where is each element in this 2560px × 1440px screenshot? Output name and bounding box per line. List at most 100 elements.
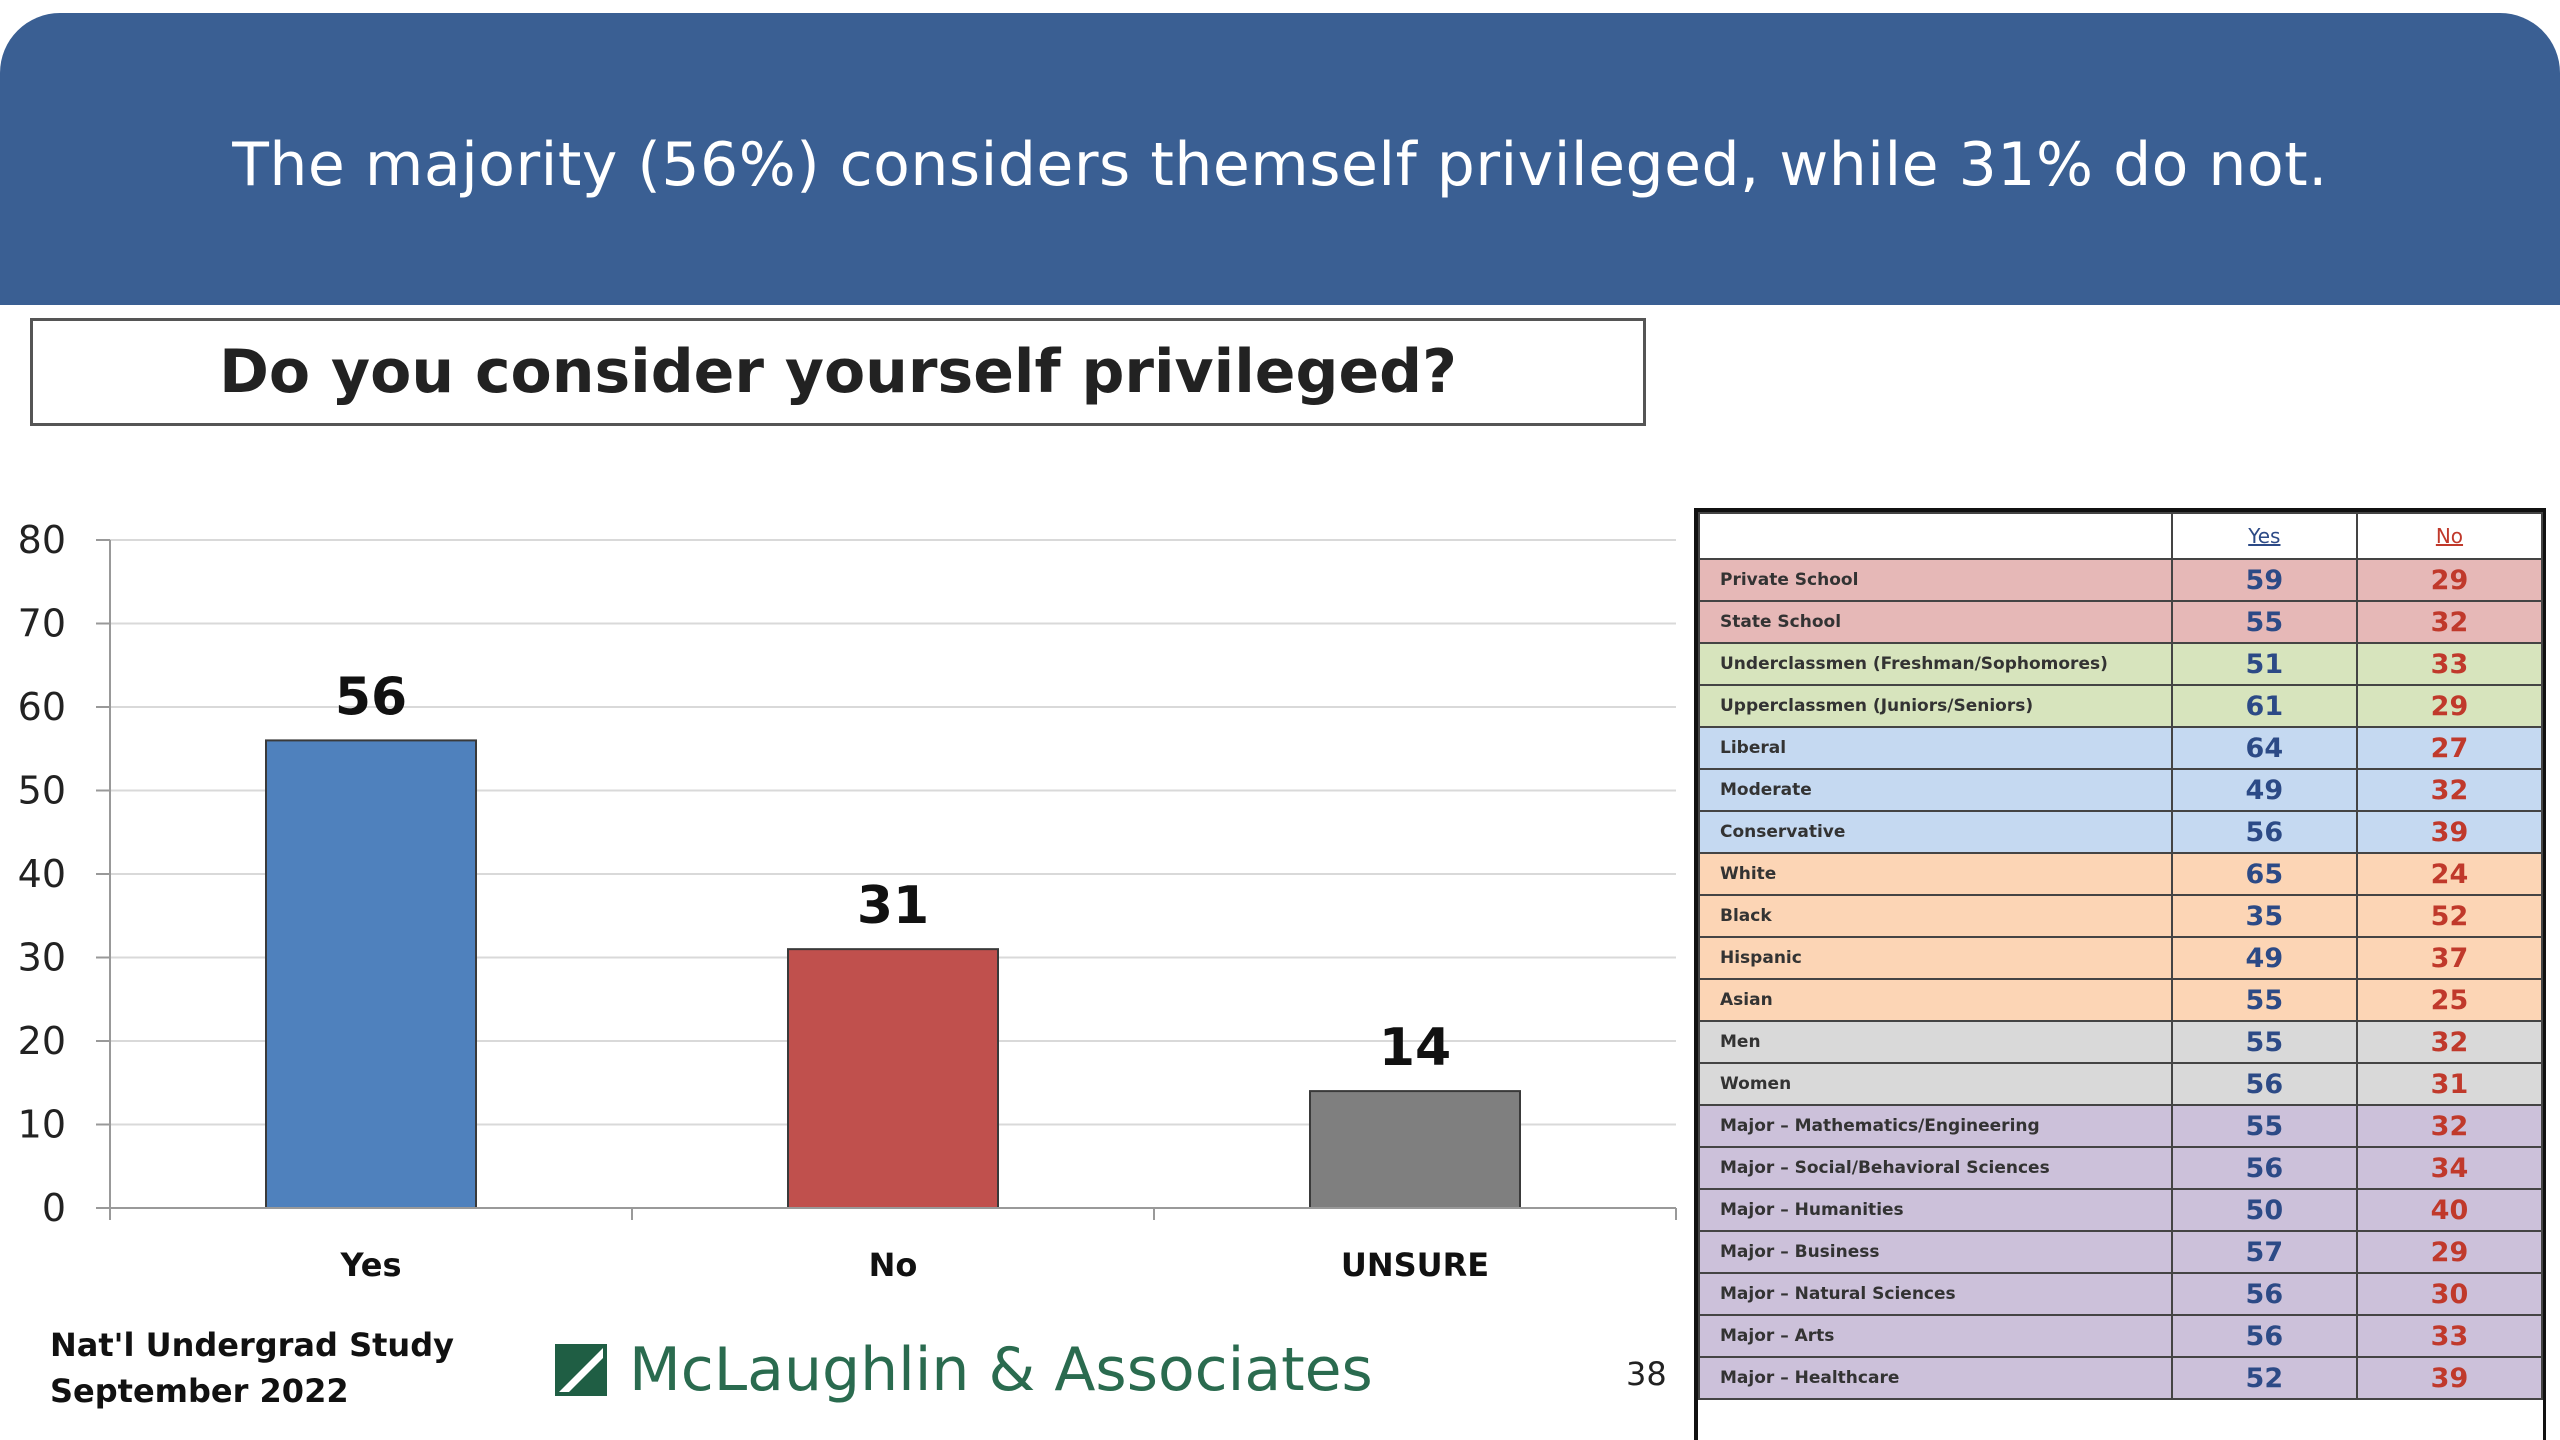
row-label: Major – Business xyxy=(1698,1230,2173,1274)
table-row: Major – Mathematics/Engineering 55 32 xyxy=(1698,1104,2543,1148)
table-row: Moderate 49 32 xyxy=(1698,768,2543,812)
bar-yes xyxy=(265,739,477,1209)
row-yes-value: 64 xyxy=(2170,726,2358,770)
row-yes-value: 61 xyxy=(2170,684,2358,728)
table-row: Asian 55 25 xyxy=(1698,978,2543,1022)
table-row: State School 55 32 xyxy=(1698,600,2543,644)
row-yes-value: 51 xyxy=(2170,642,2358,686)
row-no-value: 29 xyxy=(2355,684,2543,728)
table-header-row: Yes No xyxy=(1698,512,2543,560)
row-label: Major – Natural Sciences xyxy=(1698,1272,2173,1316)
row-no-value: 32 xyxy=(2355,1104,2543,1148)
y-tick-label: 0 xyxy=(42,1186,66,1230)
row-label: Upperclassmen (Juniors/Seniors) xyxy=(1698,684,2173,728)
row-label: Major – Humanities xyxy=(1698,1188,2173,1232)
logo-mark-icon xyxy=(555,1344,607,1396)
y-tick-label: 70 xyxy=(18,602,66,646)
banner-title: The majority (56%) considers themself pr… xyxy=(232,130,2328,200)
table-row: Major – Humanities 50 40 xyxy=(1698,1188,2543,1232)
row-yes-value: 56 xyxy=(2170,810,2358,854)
row-no-value: 34 xyxy=(2355,1146,2543,1190)
study-name: Nat'l Undergrad Study xyxy=(50,1326,454,1364)
row-yes-value: 55 xyxy=(2170,978,2358,1022)
row-label: Liberal xyxy=(1698,726,2173,770)
x-category-label: UNSURE xyxy=(1341,1246,1489,1284)
row-no-value: 27 xyxy=(2355,726,2543,770)
bar-chart: 0 10 20 30 40 50 60 70 80 56 31 14 Yes No UNSURE xyxy=(18,518,1677,1284)
table-row: Black 35 52 xyxy=(1698,894,2543,938)
y-tick-label: 30 xyxy=(18,936,66,980)
title-banner: The majority (56%) considers themself pr… xyxy=(0,13,2560,305)
row-yes-value: 56 xyxy=(2170,1272,2358,1316)
row-label: Hispanic xyxy=(1698,936,2173,980)
y-tick-label: 80 xyxy=(18,518,66,562)
row-no-value: 39 xyxy=(2355,810,2543,854)
row-yes-value: 57 xyxy=(2170,1230,2358,1274)
x-category-label: Yes xyxy=(340,1246,402,1284)
x-axis: Yes No UNSURE xyxy=(109,1207,1677,1284)
row-label: Black xyxy=(1698,894,2173,938)
row-no-value: 25 xyxy=(2355,978,2543,1022)
row-yes-value: 50 xyxy=(2170,1188,2358,1232)
row-label: Women xyxy=(1698,1062,2173,1106)
row-no-value: 29 xyxy=(2355,1230,2543,1274)
table-row: Conservative 56 39 xyxy=(1698,810,2543,854)
row-no-value: 37 xyxy=(2355,936,2543,980)
row-label: Underclassmen (Freshman/Sophomores) xyxy=(1698,642,2173,686)
row-yes-value: 49 xyxy=(2170,936,2358,980)
header-blank-cell xyxy=(1698,512,2173,560)
chart-bars: 56 31 14 xyxy=(265,667,1521,1209)
row-label: Major – Social/Behavioral Sciences xyxy=(1698,1146,2173,1190)
row-yes-value: 55 xyxy=(2170,600,2358,644)
row-yes-value: 52 xyxy=(2170,1356,2358,1400)
row-yes-value: 55 xyxy=(2170,1104,2358,1148)
row-yes-value: 35 xyxy=(2170,894,2358,938)
table-row: Men 55 32 xyxy=(1698,1020,2543,1064)
table-row: Major – Natural Sciences 56 30 xyxy=(1698,1272,2543,1316)
question-box: Do you consider yourself privileged? xyxy=(30,318,1646,426)
row-label: Major – Mathematics/Engineering xyxy=(1698,1104,2173,1148)
table-row: Underclassmen (Freshman/Sophomores) 51 33 xyxy=(1698,642,2543,686)
row-no-value: 39 xyxy=(2355,1356,2543,1400)
row-no-value: 24 xyxy=(2355,852,2543,896)
row-label: Major – Healthcare xyxy=(1698,1356,2173,1400)
row-no-value: 29 xyxy=(2355,558,2543,602)
row-yes-value: 59 xyxy=(2170,558,2358,602)
table-row: Major – Healthcare 52 39 xyxy=(1698,1356,2543,1400)
row-label: Major – Arts xyxy=(1698,1314,2173,1358)
row-yes-value: 55 xyxy=(2170,1020,2358,1064)
crosstab-grid: Yes No Private School 59 29 State School 55 3… xyxy=(1698,512,2543,1400)
table-row: Major – Social/Behavioral Sciences 56 34 xyxy=(1698,1146,2543,1190)
row-label: State School xyxy=(1698,600,2173,644)
table-row: Women 56 31 xyxy=(1698,1062,2543,1106)
bar-value-label: 56 xyxy=(335,667,407,727)
bar-value-label: 31 xyxy=(857,876,929,936)
bar-no xyxy=(787,948,999,1209)
row-yes-value: 56 xyxy=(2170,1314,2358,1358)
row-no-value: 33 xyxy=(2355,642,2543,686)
bar-unsure xyxy=(1309,1090,1521,1209)
row-label: Private School xyxy=(1698,558,2173,602)
y-tick-label: 50 xyxy=(18,769,66,813)
y-tick-label: 40 xyxy=(18,852,66,896)
y-tick-label: 60 xyxy=(18,685,66,729)
bar-value-label: 14 xyxy=(1379,1018,1451,1078)
row-no-value: 31 xyxy=(2355,1062,2543,1106)
row-no-value: 33 xyxy=(2355,1314,2543,1358)
row-no-value: 40 xyxy=(2355,1188,2543,1232)
row-no-value: 32 xyxy=(2355,768,2543,812)
crosstab-table: Yes No Private School 59 29 State School 55 3… xyxy=(1694,508,2546,1440)
row-label: Moderate xyxy=(1698,768,2173,812)
y-axis: 0 10 20 30 40 50 60 70 80 xyxy=(18,518,111,1230)
page-number: 38 xyxy=(1626,1355,1667,1393)
row-no-value: 32 xyxy=(2355,1020,2543,1064)
study-date: September 2022 xyxy=(50,1372,349,1410)
y-tick-label: 10 xyxy=(18,1103,66,1147)
table-row: White 65 24 xyxy=(1698,852,2543,896)
table-row: Major – Arts 56 33 xyxy=(1698,1314,2543,1358)
row-label: Men xyxy=(1698,1020,2173,1064)
header-yes: Yes xyxy=(2170,512,2358,560)
header-no: No xyxy=(2355,512,2543,560)
x-category-label: No xyxy=(869,1246,918,1284)
row-yes-value: 49 xyxy=(2170,768,2358,812)
